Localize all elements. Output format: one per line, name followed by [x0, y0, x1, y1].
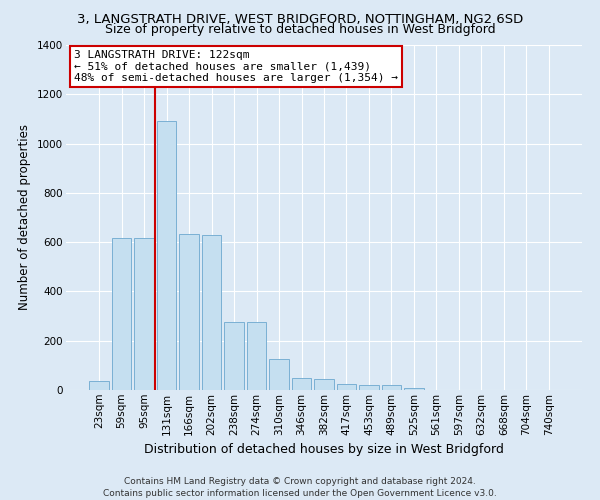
Bar [224, 322, 244, 390]
Bar [359, 385, 379, 390]
Text: Size of property relative to detached houses in West Bridgford: Size of property relative to detached ho… [104, 22, 496, 36]
Y-axis label: Number of detached properties: Number of detached properties [19, 124, 31, 310]
Bar [157, 122, 176, 390]
Bar [134, 238, 154, 390]
Text: 3 LANGSTRATH DRIVE: 122sqm
← 51% of detached houses are smaller (1,439)
48% of s: 3 LANGSTRATH DRIVE: 122sqm ← 51% of deta… [74, 50, 398, 84]
Bar [292, 378, 311, 390]
Bar [247, 322, 266, 390]
Bar [179, 234, 199, 390]
Bar [89, 382, 109, 390]
Bar [404, 388, 424, 390]
Bar [202, 235, 221, 390]
X-axis label: Distribution of detached houses by size in West Bridgford: Distribution of detached houses by size … [144, 443, 504, 456]
Bar [269, 359, 289, 390]
Bar [382, 385, 401, 390]
Text: Contains HM Land Registry data © Crown copyright and database right 2024.
Contai: Contains HM Land Registry data © Crown c… [103, 476, 497, 498]
Bar [112, 238, 131, 390]
Bar [314, 379, 334, 390]
Text: 3, LANGSTRATH DRIVE, WEST BRIDGFORD, NOTTINGHAM, NG2 6SD: 3, LANGSTRATH DRIVE, WEST BRIDGFORD, NOT… [77, 12, 523, 26]
Bar [337, 384, 356, 390]
